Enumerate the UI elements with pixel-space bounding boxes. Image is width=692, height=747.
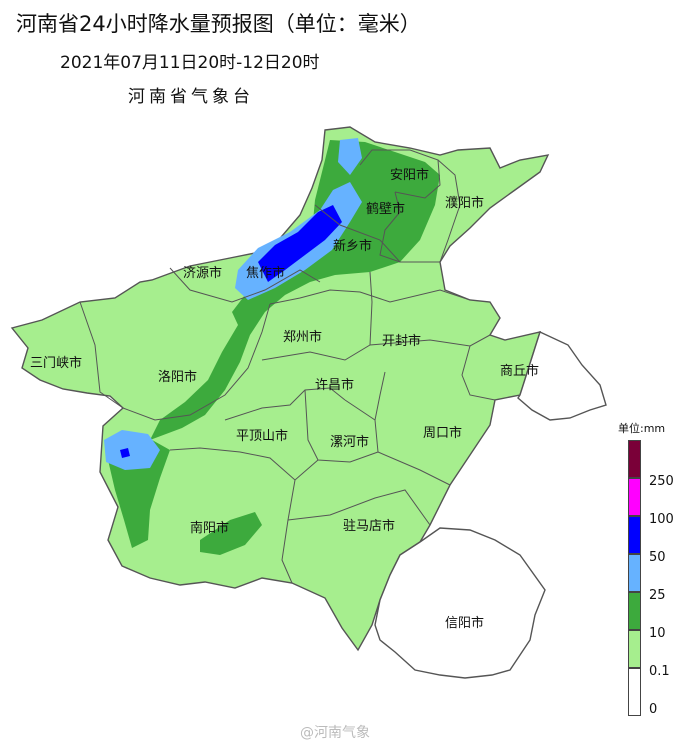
heavy-rain-west (104, 430, 160, 470)
moderate-rain-north (150, 140, 440, 440)
shangqiu-east-region (517, 331, 607, 421)
legend-label-10: 10 (649, 626, 666, 641)
city-label-puyang: 濮阳市 (445, 195, 484, 211)
city-boundaries (79, 149, 496, 584)
legend-swatch-100-250 (628, 478, 641, 516)
legend-swatch-25-50 (628, 554, 641, 592)
city-label-xuchang: 许昌市 (315, 377, 354, 393)
city-label-hebi: 鹤壁市 (366, 201, 405, 217)
city-label-luohe: 漯河市 (330, 434, 369, 450)
legend-unit: 单位:mm (618, 422, 666, 435)
city-label-zhoukou: 周口市 (423, 425, 462, 441)
city-label-sanmenxia: 三门峡市 (30, 355, 82, 371)
legend-swatch-10-25 (628, 592, 641, 630)
legend-swatch-0-0.1 (628, 668, 641, 716)
city-label-kaifeng: 开封市 (382, 333, 421, 349)
city-label-luoyang: 洛阳市 (158, 369, 197, 385)
legend-swatch-50-100 (628, 516, 641, 554)
legend-label-0.1: 0.1 (649, 664, 670, 679)
legend-swatch-250plus (628, 440, 641, 478)
heavy-rain-north-strip (338, 138, 362, 175)
city-label-xinyang: 信阳市 (445, 615, 484, 631)
forecast-period: 2021年07月11日20时-12日20时 (60, 53, 320, 73)
legend-swatch-0.1-10 (628, 630, 641, 668)
city-label-anyang: 安阳市 (390, 167, 429, 183)
legend-label-250: 250 (649, 474, 674, 489)
legend-label-25: 25 (649, 588, 666, 603)
city-label-zhumadian: 驻马店市 (343, 518, 395, 534)
city-label-pingdingshan: 平顶山市 (236, 428, 288, 444)
map-title: 河南省24小时降水量预报图（单位：毫米） (16, 12, 421, 36)
rainstorm-spot (120, 448, 130, 458)
city-label-jiaozuo: 焦作市 (246, 265, 285, 281)
legend-label-100: 100 (649, 512, 674, 527)
legend-label-50: 50 (649, 550, 666, 565)
city-label-zhengzhou: 郑州市 (283, 329, 322, 345)
rainstorm-band (258, 205, 342, 282)
moderate-rain-nanyang (200, 512, 262, 555)
legend-label-0: 0 (649, 702, 658, 717)
weibo-watermark: @河南气象 (300, 725, 370, 741)
city-label-xinxiang: 新乡市 (333, 238, 372, 254)
city-label-jiyuan: 济源市 (183, 265, 222, 281)
issuer-name: 河南省气象台 (128, 87, 254, 107)
xinyang-region (374, 527, 546, 679)
city-label-shangqiu: 商丘市 (500, 363, 539, 379)
city-label-nanyang: 南阳市 (190, 520, 229, 536)
